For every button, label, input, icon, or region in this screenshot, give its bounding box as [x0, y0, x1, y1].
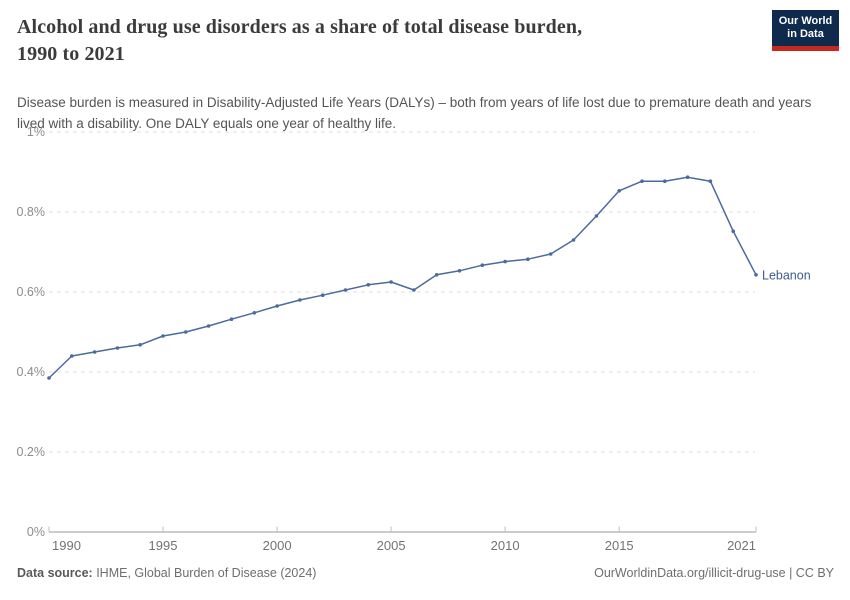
- owid-logo-red-bar: [772, 45, 839, 51]
- series-point: [184, 330, 188, 334]
- series-point: [389, 280, 393, 284]
- y-axis-tick-label: 0.6%: [17, 285, 46, 299]
- owid-logo-line2: in Data: [787, 28, 824, 40]
- chart-title-line2: 1990 to 2021: [17, 43, 125, 65]
- series-point: [229, 317, 234, 322]
- series-point: [685, 175, 690, 179]
- series-point: [617, 189, 621, 193]
- series-point: [571, 238, 576, 242]
- series-point: [640, 179, 644, 183]
- x-axis-tick-label: 2015: [605, 538, 634, 553]
- x-axis-tick-label: 1990: [52, 538, 81, 553]
- chart-subtitle: Disease burden is measured in Disability…: [17, 95, 812, 131]
- owid-logo: Our World in Data: [772, 10, 839, 51]
- series-point: [412, 288, 416, 292]
- series-point: [298, 298, 302, 302]
- series-point: [92, 350, 97, 354]
- chart-title-line1: Alcohol and drug use disorders as a shar…: [17, 16, 583, 38]
- y-axis-tick-label: 0.4%: [17, 365, 46, 379]
- series-line-lebanon: [48, 176, 757, 379]
- series-point: [526, 257, 530, 262]
- x-axis-tick-label: 2010: [491, 538, 520, 553]
- series-point: [503, 259, 507, 264]
- chart-header: Alcohol and drug use disorders as a shar…: [17, 14, 757, 68]
- series-point: [252, 311, 257, 315]
- series-point: [480, 263, 485, 268]
- y-axis-tick-label: 0.2%: [17, 445, 46, 459]
- series-point: [366, 283, 371, 287]
- x-axis-tick-label: 2000: [263, 538, 292, 553]
- y-axis-tick-label: 0%: [27, 525, 45, 539]
- series-point: [708, 179, 713, 183]
- series-point: [275, 304, 279, 308]
- series-label-lebanon: Lebanon: [762, 268, 811, 282]
- series-point: [754, 273, 758, 277]
- series-point: [115, 346, 120, 350]
- series-point: [434, 273, 439, 277]
- series-point: [731, 229, 735, 233]
- license-note: OurWorldinData.org/illicit-drug-use | CC…: [594, 566, 834, 580]
- series-point: [663, 179, 667, 183]
- y-axis-tick-label: 0.8%: [17, 205, 46, 219]
- series-point: [138, 343, 142, 347]
- y-axis-tick-label: 1%: [27, 125, 45, 139]
- data-source-note: Data source: IHME, Global Burden of Dise…: [17, 566, 316, 580]
- series-point: [161, 334, 165, 338]
- owid-logo-box: Our World in Data: [772, 10, 839, 46]
- series-point: [206, 324, 211, 328]
- owid-logo-line1: Our World: [778, 14, 833, 27]
- chart-title: Alcohol and drug use disorders as a shar…: [17, 14, 757, 68]
- series-point: [594, 214, 599, 218]
- series-point: [548, 252, 553, 256]
- data-source-label: Data source:: [17, 566, 93, 580]
- x-axis-tick-label: 2021: [727, 538, 756, 553]
- chart-footer: Data source: IHME, Global Burden of Dise…: [17, 566, 834, 580]
- series-point: [457, 269, 462, 273]
- series-point: [320, 293, 325, 298]
- x-axis-tick-label: 1995: [149, 538, 178, 553]
- x-axis-tick-label: 2005: [377, 538, 406, 553]
- series-point: [343, 288, 348, 292]
- data-source-text: IHME, Global Burden of Disease (2024): [92, 566, 317, 580]
- series-point: [70, 354, 74, 358]
- series-point: [47, 376, 51, 380]
